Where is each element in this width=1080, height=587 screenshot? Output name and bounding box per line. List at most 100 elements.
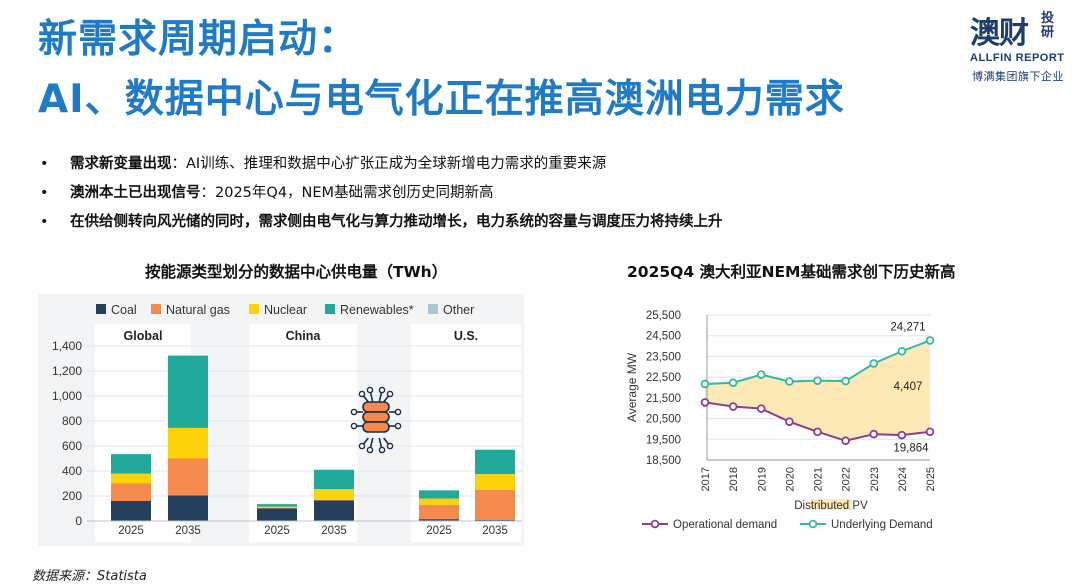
legend-swatch-renewables [325, 304, 335, 314]
x-tick-label: 2035 [482, 525, 508, 537]
icon-node [394, 408, 402, 416]
legend-swatch-other [428, 304, 438, 314]
legend-swatch-coal [96, 304, 106, 314]
y-tick-label: 22,500 [646, 372, 681, 384]
bullet-text: ：AI训练、推理和数据中心扩张正成为全球新增电力需求的重要来源 [171, 156, 607, 172]
y-tick-label: 400 [62, 464, 82, 478]
panel-title: U.S. [454, 329, 478, 343]
icon-node [350, 408, 358, 416]
icon-node [378, 386, 386, 394]
line-chart-title: 2025Q4 澳大利亚NEM基础需求创下历史新高 [627, 263, 956, 281]
legend-swatch-nuclear [249, 304, 259, 314]
x-tick-label: 2025 [118, 525, 144, 537]
bullet-list: • 需求新变量出现：AI训练、推理和数据中心扩张正成为全球新增电力需求的重要来源 … [40, 153, 1060, 240]
legend-marker-underlying [808, 519, 818, 529]
icon-node [366, 386, 374, 394]
nem-demand-line-chart: 18,500 19,500 20,500 21,500 22,500 23,500 24,5… [625, 310, 937, 531]
y-tick-label: 21,500 [646, 393, 681, 405]
data-point [841, 376, 850, 386]
bar-chart-title: 按能源类型划分的数据中心供电量（TWh） [145, 263, 448, 281]
data-point [841, 436, 850, 446]
x-tick-label: 2025 [426, 525, 452, 537]
x-tick-label: 2025 [264, 525, 290, 537]
bullet-text: ：2025年Q4，NEM基础需求创历史同期新高 [200, 185, 494, 201]
bar-segment-nuclear [168, 427, 208, 459]
y-tick-label: 0 [75, 514, 82, 528]
icon-node [358, 442, 366, 450]
icon-disk [362, 401, 390, 413]
bullet-marker: • [40, 185, 49, 201]
y-tick-label: 18,500 [646, 455, 681, 467]
data-point [813, 427, 822, 437]
bullet-marker: • [40, 156, 49, 172]
bar-segment-natural-gas [314, 499, 354, 501]
y-tick-label: 25,500 [646, 310, 681, 322]
bar-segment-nuclear [314, 489, 354, 500]
icon-node [366, 446, 374, 454]
logo-main-text: 澳财 [970, 16, 1029, 51]
data-point [925, 336, 935, 345]
x-tick-label: 2024 [897, 467, 909, 491]
bar-segment-coal [257, 508, 297, 521]
x-tick-label: 2021 [813, 467, 825, 491]
data-point [813, 376, 822, 385]
data-point [869, 429, 879, 439]
legend-label: Coal [111, 303, 137, 317]
icon-node [378, 446, 386, 454]
y-tick-label: 24,500 [646, 331, 681, 343]
bar-segment-natural-gas [168, 458, 208, 496]
legend-label: Underlying Demand [831, 519, 933, 531]
x-tick-label: 2035 [321, 525, 347, 537]
x-tick-label: 2023 [869, 467, 881, 491]
bar-segment-natural-gas [419, 504, 459, 520]
bar-segment-renewables [257, 504, 297, 507]
bar-segment-coal [419, 519, 459, 521]
data-point [869, 359, 879, 368]
y-tick-label: 23,500 [646, 351, 681, 363]
legend-label: Operational demand [673, 519, 777, 531]
data-point [897, 346, 907, 356]
x-tick-label: 2018 [728, 467, 740, 491]
annotation-underlying-final: 24,271 [890, 321, 925, 333]
legend-swatch-distributed-pv [810, 499, 852, 510]
legend-label: Distributed PV [794, 500, 868, 512]
bar-segment-renewables [419, 490, 459, 499]
bar-segment-nuclear [419, 498, 459, 505]
icon-node [386, 390, 394, 398]
bar-segment-nuclear [475, 474, 515, 490]
datacenter-bar-chart: Coal Natural gas Nuclear Renewables* Other Gl… [38, 294, 524, 546]
y-tick-label: 1,400 [52, 339, 82, 353]
y-tick-label: 1,000 [52, 389, 82, 403]
bullet-item: • 澳洲本土已出现信号：2025年Q4，NEM基础需求创历史同期新高 [40, 182, 1060, 211]
bullet-marker: • [40, 214, 49, 230]
x-tick-label: 2025 [925, 467, 937, 491]
brand-logo: 澳财 投研 ALLFIN REPORT 博满集团旗下企业 [968, 8, 1072, 84]
x-tick-label: 2020 [784, 467, 796, 491]
data-point [785, 377, 794, 386]
legend-marker-operational [650, 519, 660, 529]
icon-disk [362, 411, 390, 423]
logo-tagline: 博满集团旗下企业 [972, 70, 1064, 83]
bar-segment-renewables [475, 449, 515, 475]
annotation-operational-final: 19,864 [893, 443, 929, 455]
y-tick-label: 20,500 [646, 414, 681, 426]
icon-node [386, 442, 394, 450]
data-point [728, 378, 738, 388]
data-point [756, 404, 766, 413]
bar-segment-coal [314, 500, 354, 521]
legend-label: Natural gas [166, 303, 230, 317]
y-tick-label: 19,500 [646, 434, 681, 446]
bar-segment-nuclear [257, 506, 297, 508]
logo-side-text: 投研 [1041, 11, 1055, 40]
icon-node [394, 422, 402, 430]
page-title-line1: 新需求周期启动： [38, 17, 359, 62]
y-axis-label: Average MW [625, 352, 639, 422]
x-tick-label: 2017 [700, 467, 712, 491]
bar-segment-coal [475, 519, 515, 521]
bar-segment-renewables [111, 454, 151, 474]
legend-label: Renewables* [340, 303, 414, 317]
y-tick-label: 200 [62, 489, 82, 503]
bar-segment-natural-gas [111, 483, 151, 501]
bullet-bold: 澳洲本土已出现信号 [70, 185, 201, 201]
bullet-bold: 在供给侧转向风光储的同时，需求侧由电气化与算力推动增长，电力系统的容量与调度压力… [70, 214, 723, 230]
